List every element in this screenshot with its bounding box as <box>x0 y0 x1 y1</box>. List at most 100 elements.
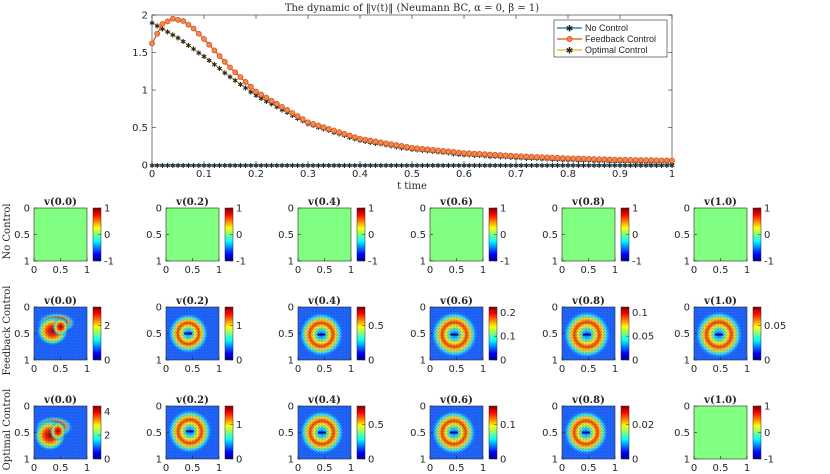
data-point: ✱ <box>211 61 217 69</box>
data-point <box>268 97 275 104</box>
data-point <box>403 143 410 150</box>
colorbar-tick-label: -1 <box>236 257 246 268</box>
x-tick-label: 1 <box>669 169 675 180</box>
panel: v(0.4)0 0.5 100.510.50 <box>278 296 384 375</box>
data-point <box>185 21 192 28</box>
data-point <box>580 155 587 162</box>
row-optimal-control: Optimal Control v(0.0)0 0.5 100.51420v(0.2)… <box>2 389 774 474</box>
y-tick-label: 0 <box>156 402 162 413</box>
data-point: ✱ <box>378 162 384 170</box>
panel-title: v(0.8) <box>571 197 605 208</box>
x-tick-label: 0.5 <box>581 364 597 375</box>
data-point <box>627 156 634 163</box>
data-point: ✱ <box>258 95 264 103</box>
colorbar <box>488 405 498 460</box>
y-tick-label: 0.5 <box>674 428 690 439</box>
heatmap-image <box>694 307 747 360</box>
data-point: ✱ <box>477 162 483 170</box>
y-tick-label: 0 <box>288 204 294 215</box>
x-tick-label: 1 <box>84 265 90 276</box>
x-tick-label: 0 <box>691 364 697 375</box>
x-tick-label: 1 <box>348 463 354 474</box>
y-tick-label: 1 <box>684 356 690 367</box>
data-point <box>617 156 623 163</box>
y-tick-label: 0.5 <box>14 230 30 241</box>
data-point <box>346 132 353 139</box>
data-point <box>310 121 317 127</box>
data-point <box>377 139 384 146</box>
colorbar-tick-label: 0 <box>500 230 506 241</box>
y-tick-label: 0.5 <box>542 428 558 439</box>
data-point: ✱ <box>513 162 519 170</box>
data-point: ✱ <box>154 22 160 30</box>
x-tick-label: 0.5 <box>185 463 201 474</box>
x-tick-label: 0.5 <box>713 364 729 375</box>
colorbar-tick-label: 0.1 <box>500 332 516 343</box>
data-point <box>539 154 545 161</box>
data-point: ✱ <box>404 162 410 170</box>
x-tick-label: 0 <box>295 265 301 276</box>
panel-title: v(0.0) <box>43 395 77 406</box>
data-point: ✱ <box>227 73 233 81</box>
data-point: ✱ <box>487 162 493 170</box>
data-point: ✱ <box>539 162 545 170</box>
data-point: ✱ <box>321 162 327 170</box>
y-tick-label: 1 <box>156 356 162 367</box>
colorbar-tick-label: -1 <box>368 257 378 268</box>
colorbar-tick-label: 0 <box>104 356 110 367</box>
data-point: ✱ <box>534 162 540 170</box>
data-point: ✱ <box>456 162 462 170</box>
data-point: ✱ <box>206 162 212 170</box>
data-point <box>325 125 332 132</box>
y-tick-label: 0 <box>552 204 558 215</box>
data-point: ✱ <box>269 162 275 170</box>
heatmap-image <box>562 208 615 261</box>
y-tick-label: 1 <box>142 86 148 97</box>
data-point: ✱ <box>575 162 581 170</box>
heatmap-image <box>166 208 219 261</box>
colorbar-tick-label: 0 <box>368 230 374 241</box>
axis-ticks: 0 0.1 0.2 0.3 0.4 0.5 0.6 0.7 0.8 0.9 1 0 0.5 1 1.5 2 <box>132 11 675 181</box>
data-point <box>201 36 207 42</box>
data-point <box>315 122 322 129</box>
data-point <box>643 157 649 164</box>
heatmap-image <box>298 307 351 360</box>
data-point: ✱ <box>180 162 186 170</box>
y-tick-label: 0.5 <box>410 230 426 241</box>
data-point <box>622 156 629 163</box>
data-point <box>237 74 244 80</box>
data-point <box>591 156 597 162</box>
data-point: ✱ <box>253 162 259 170</box>
y-tick-label: 1.5 <box>132 48 148 59</box>
colorbar-tick-label: 0 <box>764 428 770 439</box>
colorbar-tick-label: 0 <box>104 230 110 241</box>
row-feedback-control: Feedback Control v(0.0)0 0.5 100.5120v(0.2)… <box>2 286 786 376</box>
data-point <box>190 25 197 32</box>
data-point <box>554 154 561 161</box>
data-point: ✱ <box>289 162 295 170</box>
data-point: ✱ <box>185 42 191 50</box>
x-tick-label: 0 <box>31 364 37 375</box>
colorbar-tick-label: 0 <box>368 455 374 466</box>
data-point: ✱ <box>175 162 181 170</box>
x-tick-label: 1 <box>744 265 750 276</box>
data-point: ✱ <box>217 65 223 73</box>
data-point: ✱ <box>352 162 358 170</box>
data-point: ✱ <box>627 162 633 170</box>
y-tick-label: 0.5 <box>146 230 162 241</box>
data-point: ✱ <box>648 162 654 170</box>
x-tick-label: 1 <box>612 463 618 474</box>
y-tick-label: 0 <box>420 402 426 413</box>
y-tick-label: 0.5 <box>14 428 30 439</box>
heatmap-image <box>430 307 483 360</box>
y-tick-label: 0.5 <box>278 329 294 340</box>
y-tick-label: 0.5 <box>278 230 294 241</box>
data-point <box>419 145 426 152</box>
data-point: ✱ <box>399 162 405 170</box>
x-tick-label: 0.5 <box>317 265 333 276</box>
y-tick-label: 0 <box>684 204 690 215</box>
x-tick-label: 0 <box>295 364 301 375</box>
y-tick-label: 0 <box>24 204 30 215</box>
